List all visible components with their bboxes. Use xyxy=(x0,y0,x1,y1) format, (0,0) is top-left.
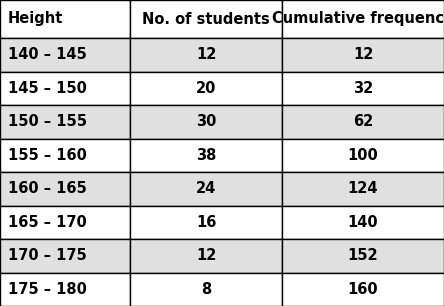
Text: 140 – 145: 140 – 145 xyxy=(8,47,87,62)
Text: 30: 30 xyxy=(196,114,216,129)
Bar xyxy=(282,105,444,139)
Bar xyxy=(130,38,282,72)
Text: Cumulative frequency: Cumulative frequency xyxy=(272,12,444,27)
Text: 12: 12 xyxy=(196,47,216,62)
Text: 124: 124 xyxy=(348,181,378,196)
Bar xyxy=(282,273,444,306)
Bar xyxy=(0,273,130,306)
Bar xyxy=(0,105,130,139)
Bar xyxy=(0,239,130,273)
Bar xyxy=(130,139,282,172)
Bar xyxy=(130,72,282,105)
Bar xyxy=(282,72,444,105)
Text: 160 – 165: 160 – 165 xyxy=(8,181,87,196)
Bar xyxy=(0,72,130,105)
Bar xyxy=(130,273,282,306)
Bar xyxy=(282,239,444,273)
Text: 140: 140 xyxy=(348,215,378,230)
Text: 155 – 160: 155 – 160 xyxy=(8,148,87,163)
Text: 32: 32 xyxy=(353,81,373,96)
Text: No. of students: No. of students xyxy=(142,12,270,27)
Bar xyxy=(0,172,130,206)
Bar xyxy=(282,0,444,38)
Text: 152: 152 xyxy=(348,248,378,263)
Text: Height: Height xyxy=(8,12,63,27)
Bar xyxy=(0,0,130,38)
Bar xyxy=(282,38,444,72)
Bar xyxy=(0,139,130,172)
Text: 12: 12 xyxy=(196,248,216,263)
Text: 145 – 150: 145 – 150 xyxy=(8,81,87,96)
Bar xyxy=(130,105,282,139)
Bar xyxy=(130,239,282,273)
Text: 12: 12 xyxy=(353,47,373,62)
Text: 8: 8 xyxy=(201,282,211,297)
Text: 20: 20 xyxy=(196,81,216,96)
Text: 170 – 175: 170 – 175 xyxy=(8,248,87,263)
Bar xyxy=(130,206,282,239)
Bar xyxy=(130,172,282,206)
Bar xyxy=(0,38,130,72)
Text: 165 – 170: 165 – 170 xyxy=(8,215,87,230)
Text: 16: 16 xyxy=(196,215,216,230)
Text: 100: 100 xyxy=(348,148,378,163)
Bar xyxy=(130,0,282,38)
Text: 24: 24 xyxy=(196,181,216,196)
Text: 150 – 155: 150 – 155 xyxy=(8,114,87,129)
Bar xyxy=(282,172,444,206)
Bar xyxy=(282,139,444,172)
Bar xyxy=(0,206,130,239)
Text: 62: 62 xyxy=(353,114,373,129)
Text: 175 – 180: 175 – 180 xyxy=(8,282,87,297)
Text: 38: 38 xyxy=(196,148,216,163)
Text: 160: 160 xyxy=(348,282,378,297)
Bar xyxy=(282,206,444,239)
